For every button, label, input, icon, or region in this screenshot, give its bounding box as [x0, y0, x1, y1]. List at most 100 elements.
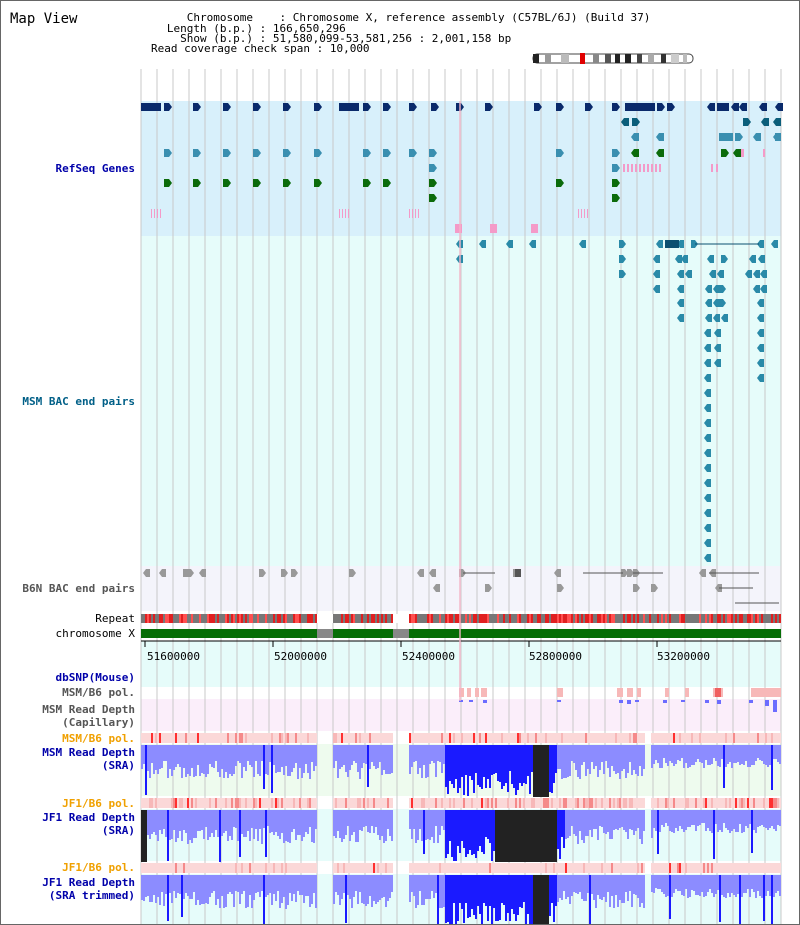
gene-arrow[interactable] — [753, 133, 761, 141]
gene-arrow[interactable] — [773, 118, 781, 126]
gene-arrow[interactable] — [653, 255, 660, 263]
gene-arrow[interactable] — [479, 240, 486, 248]
gene-arrow[interactable] — [529, 240, 536, 248]
read-depth-tracks[interactable] — [141, 745, 781, 925]
gene-arrow[interactable] — [612, 179, 620, 187]
gene-arrow[interactable] — [193, 149, 201, 157]
gene-arrow[interactable] — [704, 509, 711, 517]
gene-arrow[interactable] — [627, 569, 634, 577]
gene-arrow[interactable] — [349, 569, 356, 577]
gene-arrow[interactable] — [612, 149, 620, 157]
gene-arrow[interactable] — [429, 569, 436, 577]
gene-arrow[interactable] — [704, 464, 711, 472]
gene-arrow[interactable] — [757, 240, 764, 248]
gene-arrow[interactable] — [714, 359, 721, 367]
gene-arrow[interactable] — [619, 240, 626, 248]
gene-arrow[interactable] — [193, 179, 201, 187]
gene-arrow[interactable] — [704, 494, 711, 502]
polymorphism-tracks[interactable] — [141, 688, 781, 873]
gene-arrow[interactable] — [164, 149, 172, 157]
gene-arrow[interactable] — [556, 103, 564, 111]
chromosome-ideogram[interactable] — [532, 53, 694, 64]
gene-arrow[interactable] — [760, 285, 767, 293]
gene-arrow[interactable] — [699, 569, 706, 577]
gene-arrow[interactable] — [707, 103, 715, 111]
gene-arrow[interactable] — [657, 103, 665, 111]
gene-arrow[interactable] — [717, 270, 724, 278]
gene-arrow[interactable] — [721, 314, 728, 322]
gene-arrow[interactable] — [253, 179, 261, 187]
gene-arrow[interactable] — [143, 569, 150, 577]
gene-arrow[interactable] — [681, 255, 688, 263]
gene-arrow[interactable] — [757, 344, 764, 352]
track-label-dbsnp[interactable]: dbSNP(Mouse) — [55, 671, 135, 684]
track-label-msm-pol-2[interactable]: MSM/B6 pol. — [62, 732, 135, 745]
gene-arrow[interactable] — [554, 569, 561, 577]
gene-arrow[interactable] — [557, 584, 564, 592]
track-label-jf1-depth-trim[interactable]: JF1 Read Depth (SRA trimmed) — [42, 876, 135, 902]
gene-arrow[interactable] — [704, 389, 711, 397]
gene-arrow[interactable] — [704, 329, 711, 337]
gene-arrow[interactable] — [757, 314, 764, 322]
gene-arrow[interactable] — [283, 103, 291, 111]
gene-arrow[interactable] — [409, 149, 417, 157]
gene-arrow[interactable] — [675, 255, 682, 263]
track-label-repeat[interactable]: Repeat — [95, 612, 135, 625]
track-label-jf1-depth-sra[interactable]: JF1 Read Depth (SRA) — [42, 811, 135, 837]
gene-arrow[interactable] — [677, 314, 684, 322]
gene-arrow[interactable] — [775, 103, 783, 111]
gene-arrow[interactable] — [656, 133, 664, 141]
gene-arrow[interactable] — [363, 103, 371, 111]
gene-arrow[interactable] — [721, 149, 729, 157]
track-label-jf1-pol-2[interactable]: JF1/B6 pol. — [62, 861, 135, 874]
gene-arrow[interactable] — [281, 569, 288, 577]
gene-arrow[interactable] — [619, 270, 626, 278]
gene-arrow[interactable] — [556, 149, 564, 157]
gene-arrow[interactable] — [704, 539, 711, 547]
gene-arrow[interactable] — [621, 118, 629, 126]
gene-arrow[interactable] — [556, 179, 564, 187]
gene-arrow[interactable] — [632, 118, 640, 126]
gene-arrow[interactable] — [713, 299, 720, 307]
gene-arrow[interactable] — [707, 255, 714, 263]
gene-arrow[interactable] — [363, 179, 371, 187]
gene-arrow[interactable] — [667, 103, 675, 111]
gene-arrow[interactable] — [704, 344, 711, 352]
gene-arrow[interactable] — [757, 359, 764, 367]
track-label-msm-depth-cap[interactable]: MSM Read Depth (Capillary) — [42, 703, 135, 729]
gene-arrow[interactable] — [314, 149, 322, 157]
track-label-msm-depth-sra[interactable]: MSM Read Depth (SRA) — [42, 746, 135, 772]
gene-arrow[interactable] — [677, 270, 684, 278]
gene-arrow[interactable] — [433, 584, 440, 592]
gene-arrow[interactable] — [735, 133, 743, 141]
gene-arrow[interactable] — [631, 149, 639, 157]
gene-arrow[interactable] — [429, 149, 437, 157]
gene-arrow[interactable] — [714, 329, 721, 337]
gene-arrow[interactable] — [656, 240, 663, 248]
gene-arrow[interactable] — [704, 524, 711, 532]
gene-arrow[interactable] — [485, 103, 493, 111]
gene-arrow[interactable] — [199, 569, 206, 577]
track-label-b6n-bac[interactable]: B6N BAC end pairs — [22, 582, 135, 595]
gene-arrow[interactable] — [704, 434, 711, 442]
gene-arrow[interactable] — [253, 103, 261, 111]
gene-arrow[interactable] — [383, 179, 391, 187]
gene-arrow[interactable] — [585, 103, 593, 111]
gene-arrow[interactable] — [612, 164, 620, 172]
gene-arrow[interactable] — [612, 194, 620, 202]
gene-arrow[interactable] — [704, 479, 711, 487]
gene-arrow[interactable] — [431, 103, 439, 111]
gene-arrow[interactable] — [760, 270, 767, 278]
gene-arrow[interactable] — [704, 554, 711, 562]
gene-arrow[interactable] — [713, 285, 720, 293]
gene-arrow[interactable] — [259, 569, 266, 577]
gene-arrow[interactable] — [291, 569, 298, 577]
gene-arrow[interactable] — [164, 103, 172, 111]
gene-arrow[interactable] — [704, 404, 711, 412]
gene-arrow[interactable] — [705, 299, 712, 307]
gene-arrow[interactable] — [417, 569, 424, 577]
track-label-refseq[interactable]: RefSeq Genes — [55, 162, 135, 175]
gene-arrow[interactable] — [506, 240, 513, 248]
gene-arrow[interactable] — [429, 179, 437, 187]
